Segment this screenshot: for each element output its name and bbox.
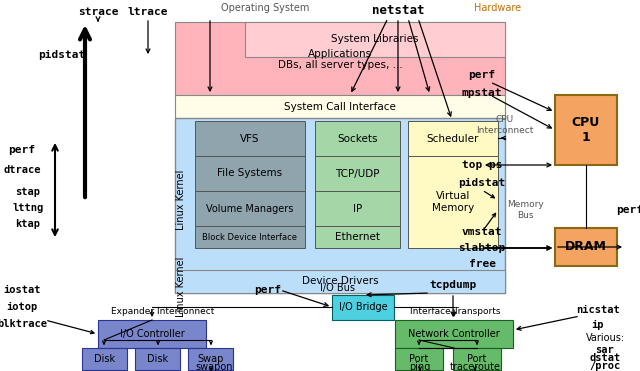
Bar [195,191,305,226]
Text: VFS: VFS [240,134,260,144]
Text: perf: perf [468,70,495,80]
Text: Ethernet: Ethernet [335,232,380,242]
Text: Sockets: Sockets [337,134,378,144]
Text: Virtual
Memory: Virtual Memory [432,191,474,213]
Text: Various:: Various: [586,333,625,343]
Text: ktap: ktap [15,219,40,229]
Text: sar: sar [596,345,614,355]
Bar [395,348,443,370]
Bar [82,348,127,370]
Text: Disk: Disk [147,354,168,364]
Bar [315,156,400,191]
Text: Operating System: Operating System [221,3,309,13]
Text: blktrace: blktrace [0,319,47,329]
Bar [408,121,498,156]
Text: perf: perf [616,205,640,215]
Text: pidstat: pidstat [458,178,506,188]
Text: traceroute: traceroute [449,362,500,371]
Text: mpstat: mpstat [461,88,502,98]
Bar [408,156,498,248]
Text: swapon: swapon [195,362,233,371]
Text: free: free [468,259,495,269]
Bar [395,320,513,348]
Text: netstat: netstat [372,3,424,16]
Text: Block Device Interface: Block Device Interface [202,233,298,242]
Text: vmstat: vmstat [461,227,502,237]
Text: tcpdump: tcpdump [429,280,477,290]
Text: perf: perf [8,145,35,155]
Text: Device Drivers: Device Drivers [301,276,378,286]
Text: pidstat: pidstat [38,50,86,60]
Bar [195,156,305,191]
Text: DRAM: DRAM [565,240,607,253]
Bar [315,191,400,226]
Text: Network Controller: Network Controller [408,329,500,339]
Text: Port: Port [410,354,429,364]
Bar [135,348,180,370]
Text: System Libraries: System Libraries [332,35,419,45]
Text: strace: strace [77,7,118,17]
Text: dtrace: dtrace [3,165,41,175]
Text: ltrace: ltrace [128,7,168,17]
Bar [555,95,617,165]
Text: Scheduler: Scheduler [427,134,479,144]
Bar [245,22,505,57]
Text: Linux Kernel: Linux Kernel [176,257,186,317]
Text: perf: perf [255,285,282,295]
Bar [195,226,305,248]
Bar [98,320,206,348]
Text: ping: ping [410,362,431,371]
Bar [188,348,233,370]
Text: Disk: Disk [94,354,115,364]
Text: Port: Port [467,354,486,364]
Text: iotop: iotop [6,302,38,312]
Text: Volume Managers: Volume Managers [206,204,294,213]
Text: I/O Bus: I/O Bus [320,283,355,293]
Text: slabtop: slabtop [458,243,506,253]
Text: Linux Kernel: Linux Kernel [176,170,186,230]
Bar [175,118,505,293]
Text: Expander Interconnect: Expander Interconnect [111,308,214,316]
Bar [175,95,505,120]
Text: lttng: lttng [12,203,44,213]
Text: nicstat: nicstat [576,305,620,315]
Text: top ps: top ps [461,160,502,170]
Text: Interface Transports: Interface Transports [410,308,500,316]
Bar [332,295,394,320]
Bar [555,228,617,266]
Text: Memory
Bus: Memory Bus [507,200,543,220]
Bar [315,226,400,248]
Text: I/O Bridge: I/O Bridge [339,302,387,312]
Text: dstat: dstat [589,353,621,363]
Text: I/O Controller: I/O Controller [120,329,184,339]
Bar [175,270,505,293]
Bar [175,22,505,97]
Text: ip: ip [592,320,604,330]
Text: System Call Interface: System Call Interface [284,102,396,112]
Text: TCP/UDP: TCP/UDP [335,168,380,178]
Text: CPU
1: CPU 1 [572,116,600,144]
Bar [453,348,501,370]
Text: Hardware: Hardware [474,3,522,13]
Text: /proc: /proc [589,361,621,371]
Text: Applications
DBs, all server types, ...: Applications DBs, all server types, ... [278,49,403,70]
Text: Swap: Swap [197,354,224,364]
Text: stap: stap [15,187,40,197]
Text: File Systems: File Systems [218,168,283,178]
Bar [195,121,305,156]
Bar [315,121,400,156]
Text: iostat: iostat [3,285,41,295]
Text: CPU
Interconnect: CPU Interconnect [476,115,534,135]
Text: IP: IP [353,204,362,213]
